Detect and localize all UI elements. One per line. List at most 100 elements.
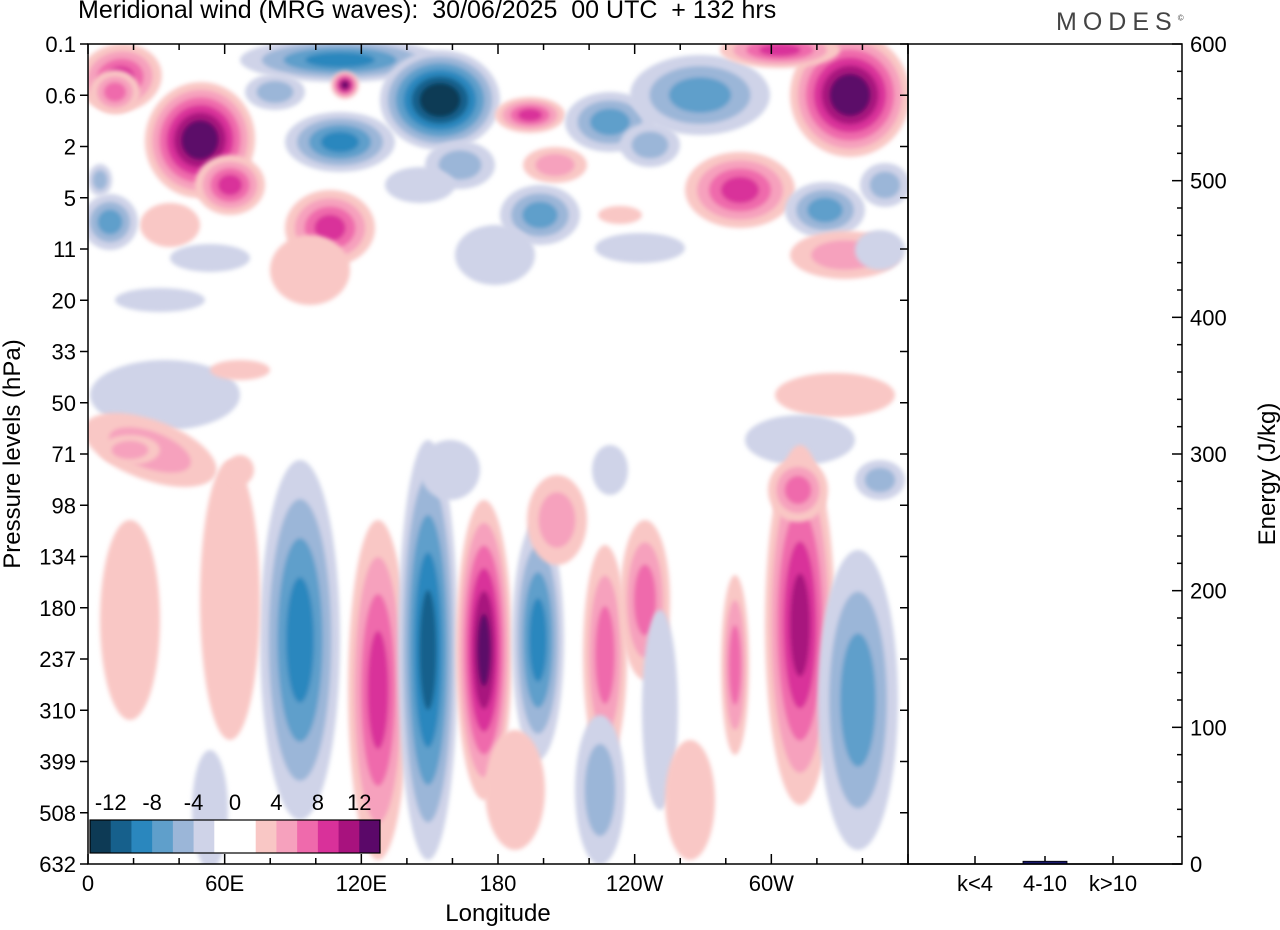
energy-category-label: k<4 (957, 871, 993, 896)
energy-panel: 0 100 200 300 400 500 600 Energy (J/kg) k<4 4-10 k… (908, 32, 1280, 896)
colorbar-swatch (214, 820, 236, 853)
contour-blob (583, 545, 627, 765)
chart-title: Meridional wind (MRG waves): 30/06/2025 … (78, 0, 777, 24)
contour-fill (320, 131, 360, 153)
contour-fill (438, 150, 482, 180)
contour-blob (665, 740, 715, 860)
colorbar-swatch (90, 820, 112, 853)
contour-blob (115, 288, 205, 312)
contour-blob (818, 550, 898, 850)
colorbar-swatch (338, 820, 360, 853)
colorbar-swatch (193, 820, 215, 853)
contour-blob (775, 373, 895, 417)
contour-blob (210, 360, 270, 380)
energy-category-label: k>10 (1089, 871, 1137, 896)
y-tick-label: 134 (39, 545, 76, 570)
contour-blob (745, 415, 855, 465)
y-tick-label: 237 (39, 647, 76, 672)
y-tick-label: 33 (52, 340, 76, 365)
y-tick-label: 632 (39, 852, 76, 877)
contour-blob (630, 55, 770, 135)
colorbar-swatch (297, 820, 319, 853)
y-tick-label: 20 (52, 288, 76, 313)
contour-fill (97, 209, 123, 235)
energy-axis-title: Energy (J/kg) (1254, 403, 1280, 546)
contour-fill (631, 131, 669, 159)
y-axis-title: Pressure levels (hPa) (0, 339, 26, 568)
energy-frame (907, 43, 1183, 865)
contour-blob (88, 164, 112, 196)
contour-fill (92, 170, 108, 190)
energy-tick-label: 0 (1190, 852, 1202, 877)
contour-blob (455, 225, 535, 285)
contour-fill (869, 171, 901, 199)
y-tick-label: 0.6 (45, 83, 76, 108)
contour-fill (485, 730, 545, 850)
contour-fill (790, 573, 810, 677)
contour-blob (595, 233, 685, 263)
contour-blob (200, 460, 260, 740)
contour-fill (598, 206, 642, 224)
contour-blob (420, 440, 480, 500)
colorbar-swatch (235, 820, 257, 853)
contour-fill (385, 167, 455, 203)
contour-fill (140, 203, 200, 247)
contour-blob (721, 575, 749, 755)
energy-tick-label: 200 (1190, 579, 1227, 604)
contour-blob (620, 123, 680, 167)
contour-fill (535, 153, 575, 177)
contour-blob (768, 458, 828, 522)
colorbar-swatch (276, 820, 298, 853)
contour-fill (538, 492, 576, 548)
contour-fill (522, 201, 558, 229)
x-tick-label: 60E (205, 871, 244, 896)
contour-blob (100, 435, 160, 465)
contour-fill (595, 606, 615, 704)
contour-blob (270, 235, 350, 305)
contour-blob (456, 500, 512, 800)
contour-blob (90, 360, 240, 430)
contour-blob (226, 455, 254, 485)
contour-fill (188, 127, 212, 153)
contour-blob (285, 112, 395, 172)
y-tick-label: 180 (39, 596, 76, 621)
contour-fill (720, 176, 760, 204)
contour-fill (314, 214, 346, 242)
contour-fill (103, 82, 127, 102)
contour-fill (90, 360, 240, 430)
energy-tick-label: 300 (1190, 442, 1227, 467)
colorbar-label: -8 (142, 790, 162, 815)
y-tick-label: 399 (39, 750, 76, 775)
contour-fill (217, 174, 243, 196)
contour-blob (260, 460, 340, 820)
y-tick-label: 5 (64, 186, 76, 211)
contour-blob (527, 475, 587, 565)
contour-blob (140, 203, 200, 247)
y-tick-label: 50 (52, 391, 76, 416)
x-tick-label: 180 (480, 871, 517, 896)
contour-fill (855, 230, 905, 270)
contour-fill (420, 440, 480, 500)
colorbar-label: 12 (347, 790, 371, 815)
contour-fill (367, 630, 389, 750)
contour-blob (380, 50, 500, 150)
contour-fill (477, 613, 491, 687)
colorbar-label: 0 (229, 790, 241, 815)
contour-fill (775, 373, 895, 417)
contour-fill (633, 564, 657, 636)
energy-tick-label: 400 (1190, 305, 1227, 330)
contour-fill (256, 80, 294, 104)
contour-blob (523, 147, 587, 183)
contour-fill (517, 108, 543, 122)
contour-fill (745, 415, 855, 465)
contour-fill (584, 743, 616, 837)
contour-fill (270, 235, 350, 305)
colorbar-label: -12 (95, 790, 127, 815)
contour-blob (765, 445, 835, 805)
colorbar-label: 4 (270, 790, 282, 815)
colorbar-swatch (317, 820, 340, 853)
contour-fill (807, 197, 843, 223)
contour-fill (864, 467, 896, 493)
x-axis-title: Longitude (445, 900, 550, 927)
